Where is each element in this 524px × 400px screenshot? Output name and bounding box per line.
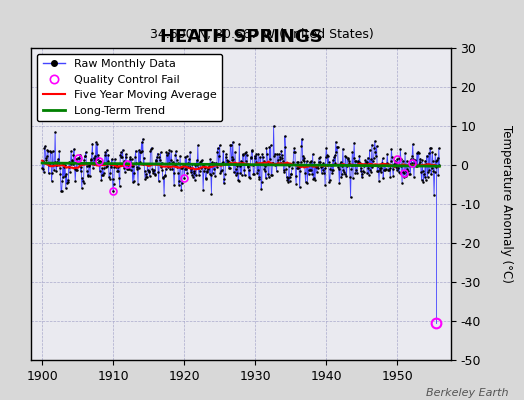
Title: HEATH SPRINGS: HEATH SPRINGS bbox=[160, 28, 322, 46]
Text: 34.600 N, 80.667 W (United States): 34.600 N, 80.667 W (United States) bbox=[150, 28, 374, 41]
Legend: Raw Monthly Data, Quality Control Fail, Five Year Moving Average, Long-Term Tren: Raw Monthly Data, Quality Control Fail, … bbox=[37, 54, 222, 121]
Text: Berkeley Earth: Berkeley Earth bbox=[426, 388, 508, 398]
Y-axis label: Temperature Anomaly (°C): Temperature Anomaly (°C) bbox=[500, 125, 514, 283]
